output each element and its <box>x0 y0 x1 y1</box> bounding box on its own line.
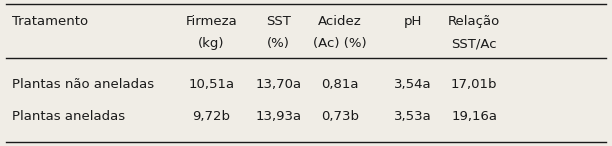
Text: Plantas aneladas: Plantas aneladas <box>12 110 125 123</box>
Text: 13,93a: 13,93a <box>255 110 302 123</box>
Text: 0,73b: 0,73b <box>321 110 359 123</box>
Text: 19,16a: 19,16a <box>451 110 498 123</box>
Text: (%): (%) <box>267 37 290 50</box>
Text: Relação: Relação <box>448 15 501 28</box>
Text: pH: pH <box>404 15 422 28</box>
Text: Firmeza: Firmeza <box>185 15 237 28</box>
Text: 3,53a: 3,53a <box>394 110 432 123</box>
Text: 9,72b: 9,72b <box>192 110 230 123</box>
Text: Tratamento: Tratamento <box>12 15 88 28</box>
Text: SST/Ac: SST/Ac <box>452 37 497 50</box>
Text: Acidez: Acidez <box>318 15 362 28</box>
Text: 17,01b: 17,01b <box>451 78 498 91</box>
Text: (kg): (kg) <box>198 37 225 50</box>
Text: 10,51a: 10,51a <box>188 78 234 91</box>
Text: 0,81a: 0,81a <box>321 78 359 91</box>
Text: Plantas não aneladas: Plantas não aneladas <box>12 78 154 91</box>
Text: SST: SST <box>266 15 291 28</box>
Text: 13,70a: 13,70a <box>255 78 302 91</box>
Text: 3,54a: 3,54a <box>394 78 432 91</box>
Text: (Ac) (%): (Ac) (%) <box>313 37 367 50</box>
